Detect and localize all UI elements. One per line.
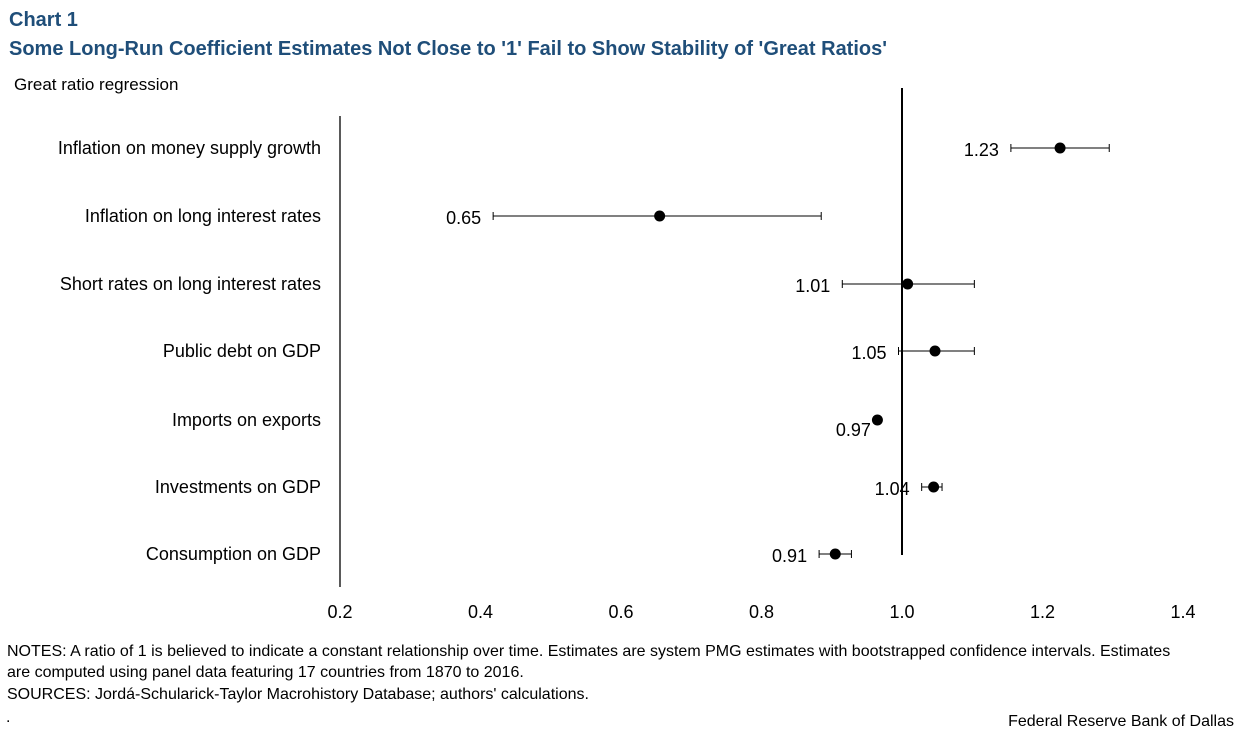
x-tick-label: 0.6 [608, 602, 633, 622]
data-label: 0.65 [446, 208, 481, 228]
notes-text: NOTES: A ratio of 1 is believed to indic… [7, 641, 1197, 683]
data-label: 1.05 [851, 343, 886, 363]
category-label: Investments on GDP [155, 477, 321, 497]
x-tick-label: 1.2 [1030, 602, 1055, 622]
data-label: 0.91 [772, 546, 807, 566]
data-label: 1.04 [875, 479, 910, 499]
data-label: 1.23 [964, 140, 999, 160]
x-tick-label: 0.2 [327, 602, 352, 622]
x-tick-label: 1.4 [1170, 602, 1195, 622]
estimate-point [902, 279, 913, 290]
x-tick-label: 0.8 [749, 602, 774, 622]
category-label: Short rates on long interest rates [60, 274, 321, 294]
estimate-point [830, 549, 841, 560]
category-label: Inflation on money supply growth [58, 138, 321, 158]
data-label: 1.01 [795, 276, 830, 296]
estimate-point [930, 346, 941, 357]
category-label: Inflation on long interest rates [85, 206, 321, 226]
footer-dot: . [6, 709, 10, 727]
data-label: 0.97 [836, 420, 871, 440]
credit-text: Federal Reserve Bank of Dallas [1008, 713, 1234, 731]
estimate-point [1055, 143, 1066, 154]
category-label: Imports on exports [172, 410, 321, 430]
coefficient-plot: 0.2 0.4 0.6 0.8 1.0 1.2 1.4 Inflation on money … [0, 0, 1246, 640]
x-tick-label: 1.0 [889, 602, 914, 622]
category-label: Public debt on GDP [163, 341, 321, 361]
estimate-point [872, 415, 883, 426]
sources-text: SOURCES: Jordá-Schularick-Taylor Macrohi… [7, 686, 589, 704]
estimate-point [654, 211, 665, 222]
estimate-point [928, 482, 939, 493]
x-tick-label: 0.4 [468, 602, 493, 622]
category-label: Consumption on GDP [146, 544, 321, 564]
